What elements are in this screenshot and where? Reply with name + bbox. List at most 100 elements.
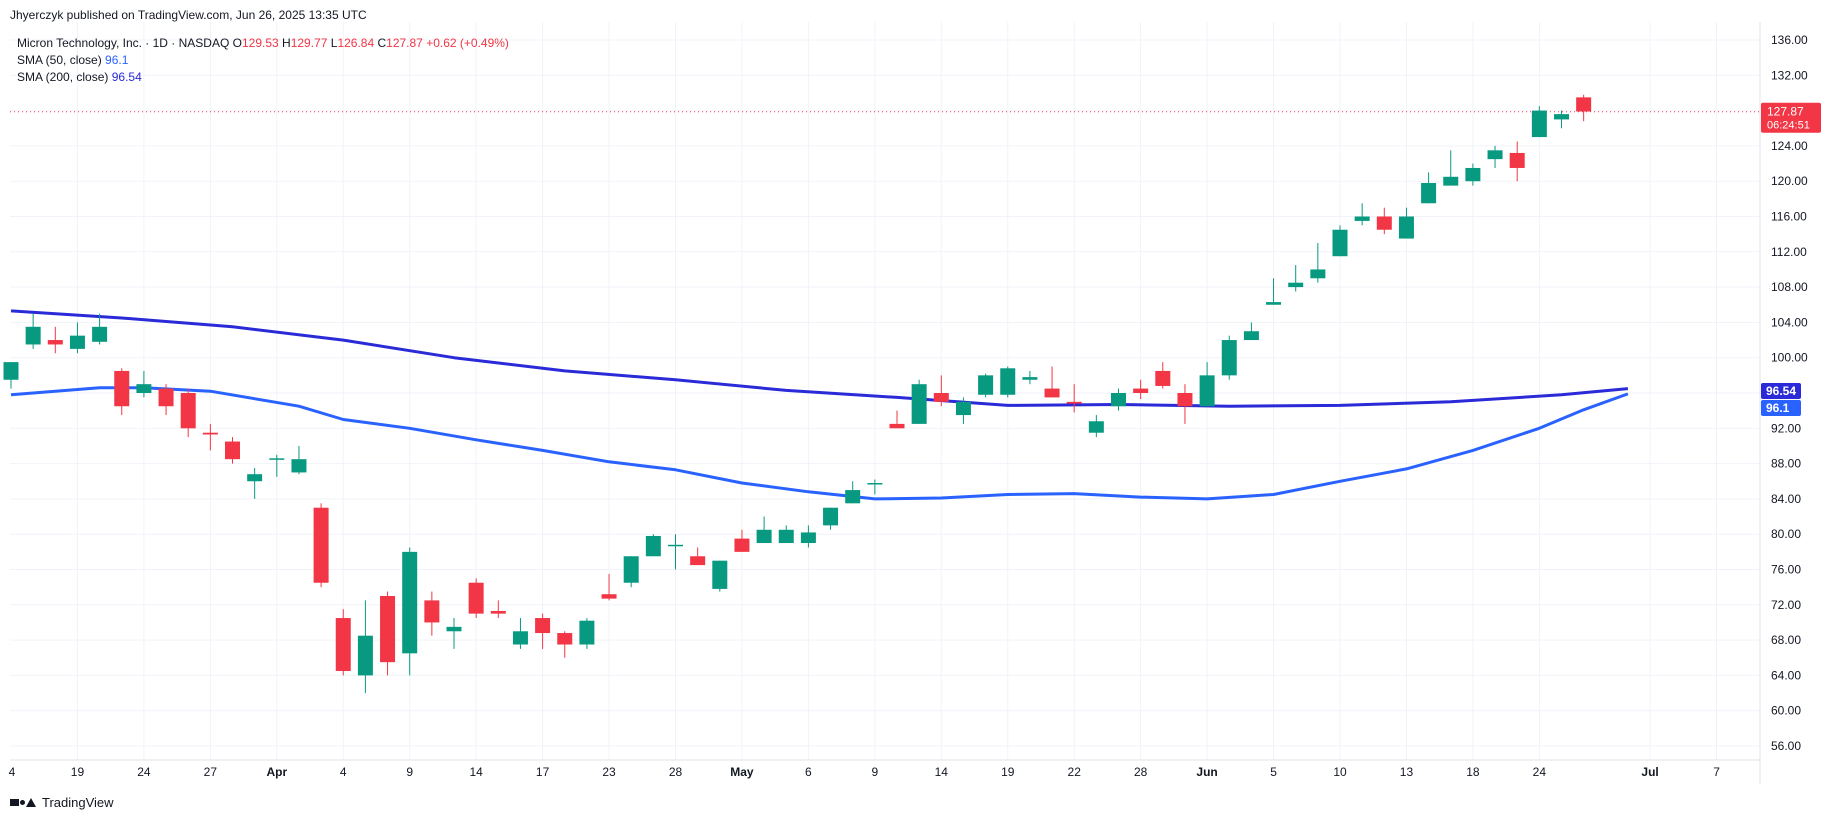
candle-body xyxy=(1398,216,1414,239)
candle[interactable] xyxy=(1000,366,1016,398)
candle[interactable] xyxy=(25,313,41,349)
candle-body xyxy=(778,529,794,544)
candle[interactable] xyxy=(335,609,351,676)
candle[interactable] xyxy=(1044,366,1060,398)
x-tick-label: May xyxy=(730,765,754,779)
candle[interactable] xyxy=(1177,384,1193,424)
candle-body xyxy=(645,535,661,557)
candle[interactable] xyxy=(690,547,706,566)
candle-body xyxy=(601,594,617,599)
candle[interactable] xyxy=(158,384,174,416)
candle-body xyxy=(1177,393,1193,407)
candle[interactable] xyxy=(1398,207,1414,239)
candle[interactable] xyxy=(424,591,440,636)
candle-body xyxy=(1376,216,1392,230)
candle-body xyxy=(623,556,639,583)
candle[interactable] xyxy=(380,591,396,676)
candle[interactable] xyxy=(1221,335,1237,380)
candle[interactable] xyxy=(823,507,839,530)
candles[interactable] xyxy=(3,94,1592,694)
candle[interactable] xyxy=(978,373,994,398)
candle[interactable] xyxy=(1332,225,1348,257)
candle[interactable] xyxy=(1155,362,1171,389)
candle[interactable] xyxy=(357,600,373,694)
tradingview-logo-icon xyxy=(10,798,36,807)
candle[interactable] xyxy=(1288,265,1304,292)
candle[interactable] xyxy=(490,600,506,619)
candle[interactable] xyxy=(247,468,263,499)
candle[interactable] xyxy=(1266,278,1282,305)
candle[interactable] xyxy=(1465,163,1481,186)
candle[interactable] xyxy=(313,503,329,588)
candle[interactable] xyxy=(579,618,595,649)
candle[interactable] xyxy=(867,479,883,495)
candle[interactable] xyxy=(402,547,418,676)
candle[interactable] xyxy=(911,379,927,424)
candle[interactable] xyxy=(1022,370,1038,385)
candle[interactable] xyxy=(535,613,551,649)
open-value: 129.53 xyxy=(241,36,279,50)
symbol-row[interactable]: Micron Technology, Inc. · 1D · NASDAQ O1… xyxy=(17,35,509,52)
candle[interactable] xyxy=(557,631,573,658)
candle[interactable] xyxy=(202,423,218,451)
candle[interactable] xyxy=(601,573,617,601)
candle-body xyxy=(3,362,19,380)
x-tick-label: 23 xyxy=(602,765,616,779)
candle[interactable] xyxy=(1111,388,1126,411)
candle[interactable] xyxy=(1443,150,1459,186)
candle[interactable] xyxy=(955,397,971,424)
candle[interactable] xyxy=(668,534,683,570)
candle[interactable] xyxy=(1421,172,1437,204)
x-tick-label: 28 xyxy=(1134,765,1148,779)
candle[interactable] xyxy=(512,618,528,649)
candle[interactable] xyxy=(734,529,750,552)
candle[interactable] xyxy=(623,556,639,588)
candle[interactable] xyxy=(1066,384,1082,413)
candle[interactable] xyxy=(1310,242,1326,283)
candle[interactable] xyxy=(69,322,85,354)
candle[interactable] xyxy=(889,410,905,429)
candle-body xyxy=(1266,302,1282,305)
candle[interactable] xyxy=(269,454,285,477)
candle[interactable] xyxy=(1554,110,1569,129)
candle[interactable] xyxy=(1487,145,1503,168)
candle[interactable] xyxy=(1509,141,1525,182)
candle[interactable] xyxy=(468,578,484,619)
tradingview-logo[interactable]: TradingView xyxy=(10,795,114,810)
candle[interactable] xyxy=(180,388,196,438)
candle[interactable] xyxy=(291,445,307,475)
candle[interactable] xyxy=(778,525,794,544)
candle[interactable] xyxy=(1243,322,1259,341)
candle-body xyxy=(446,626,462,632)
candle[interactable] xyxy=(446,618,462,649)
candle[interactable] xyxy=(756,516,772,544)
candle[interactable] xyxy=(92,313,108,345)
y-tick-label: 64.00 xyxy=(1771,668,1801,682)
x-tick-label: 28 xyxy=(669,765,683,779)
candle[interactable] xyxy=(1354,203,1370,226)
candle[interactable] xyxy=(712,560,728,592)
candle[interactable] xyxy=(1376,207,1392,235)
x-tick-label: 22 xyxy=(1068,765,1082,779)
candle[interactable] xyxy=(800,525,816,548)
candle-body xyxy=(978,375,994,395)
candle[interactable] xyxy=(1133,379,1149,400)
candle[interactable] xyxy=(1199,362,1215,407)
candle[interactable] xyxy=(225,437,240,464)
candle[interactable] xyxy=(1531,106,1547,138)
candle[interactable] xyxy=(47,326,63,354)
sma50-row[interactable]: SMA (50, close) 96.1 xyxy=(17,52,509,69)
candle-body xyxy=(114,370,130,407)
sma200-row[interactable]: SMA (200, close) 96.54 xyxy=(17,69,509,86)
candle[interactable] xyxy=(1576,94,1592,122)
candle-body xyxy=(424,600,440,623)
candle[interactable] xyxy=(845,481,861,504)
candle[interactable] xyxy=(933,375,949,407)
y-tick-label: 112.00 xyxy=(1771,245,1807,259)
candle[interactable] xyxy=(114,368,130,416)
candle[interactable] xyxy=(645,534,661,557)
candle[interactable] xyxy=(1088,415,1104,438)
candle[interactable] xyxy=(3,362,19,389)
candle[interactable] xyxy=(136,370,152,398)
